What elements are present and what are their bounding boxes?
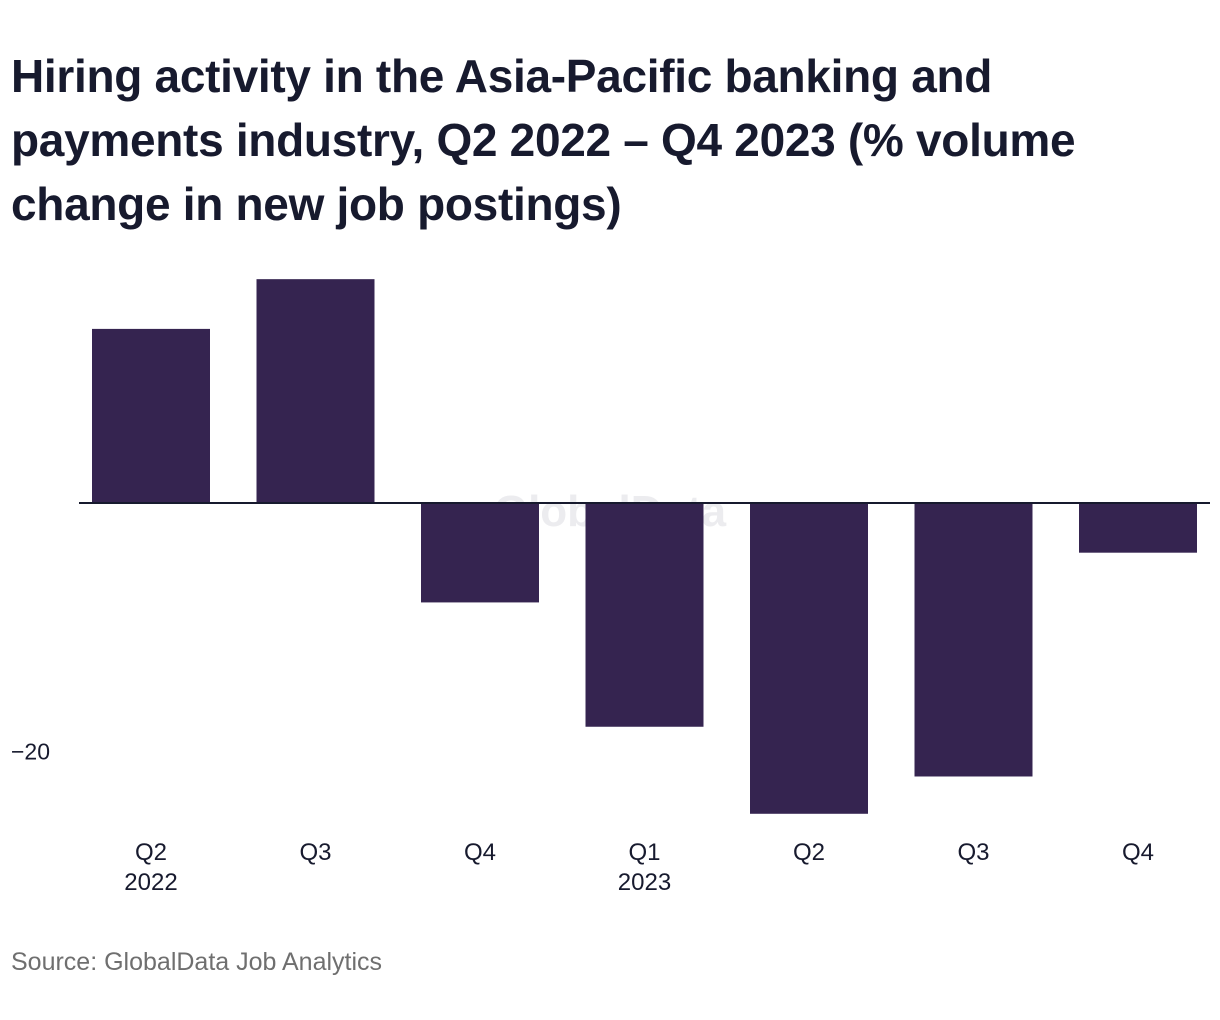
- x-year-label: 2023: [618, 869, 671, 896]
- bar-6: [914, 502, 1033, 777]
- bar-1: [92, 328, 210, 503]
- x-tick-label: Q4: [1122, 839, 1154, 866]
- bar-7: [1079, 502, 1197, 553]
- bar-2: [256, 279, 375, 503]
- bar-3: [421, 502, 539, 603]
- x-tick-label: Q3: [299, 839, 331, 866]
- x-tick-label: Q1: [628, 839, 660, 866]
- bar-4: [585, 502, 704, 727]
- y-tick-label: −20: [11, 739, 50, 765]
- x-axis-ticks: Q2 2022 Q3 Q4 Q1 2023 Q2 Q3 Q4: [124, 839, 1154, 896]
- x-tick-label: Q2: [793, 839, 825, 866]
- chart-title: Hiring activity in the Asia-Pacific bank…: [11, 50, 1076, 230]
- x-tick-label: Q2: [135, 839, 167, 866]
- bars-group: [92, 279, 1197, 814]
- source-note: Source: GlobalData Job Analytics: [11, 948, 383, 976]
- x-tick-label: Q3: [957, 839, 989, 866]
- x-year-label: 2022: [124, 869, 177, 896]
- y-axis-ticks: −20: [11, 739, 50, 765]
- bar-5: [750, 502, 868, 814]
- x-tick-label: Q4: [464, 839, 496, 866]
